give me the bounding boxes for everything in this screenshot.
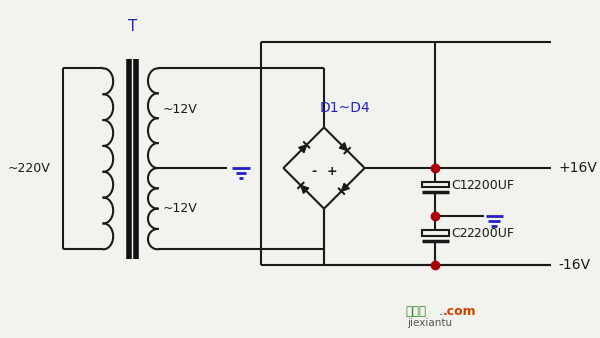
Text: 2200UF: 2200UF (466, 179, 514, 192)
Polygon shape (341, 183, 349, 191)
Text: ~220V: ~220V (8, 162, 50, 174)
Polygon shape (299, 145, 307, 153)
FancyBboxPatch shape (422, 182, 449, 187)
Text: T: T (128, 19, 137, 34)
FancyBboxPatch shape (422, 230, 449, 236)
Text: .com: .com (443, 305, 476, 318)
Text: 2200UF: 2200UF (466, 227, 514, 240)
Text: +: + (326, 165, 337, 178)
Text: ~12V: ~12V (163, 103, 197, 117)
Text: ~12V: ~12V (163, 202, 197, 215)
Polygon shape (340, 143, 347, 151)
Text: jiexiantu: jiexiantu (407, 318, 452, 328)
Text: C1: C1 (452, 179, 469, 192)
Text: -: - (312, 165, 317, 178)
Text: +16V: +16V (558, 161, 597, 175)
Text: 接线图: 接线图 (406, 305, 427, 318)
Text: C2: C2 (452, 227, 469, 240)
Text: .: . (438, 305, 442, 318)
Polygon shape (301, 186, 309, 193)
Text: -16V: -16V (558, 258, 590, 272)
Text: D1~D4: D1~D4 (319, 101, 370, 115)
